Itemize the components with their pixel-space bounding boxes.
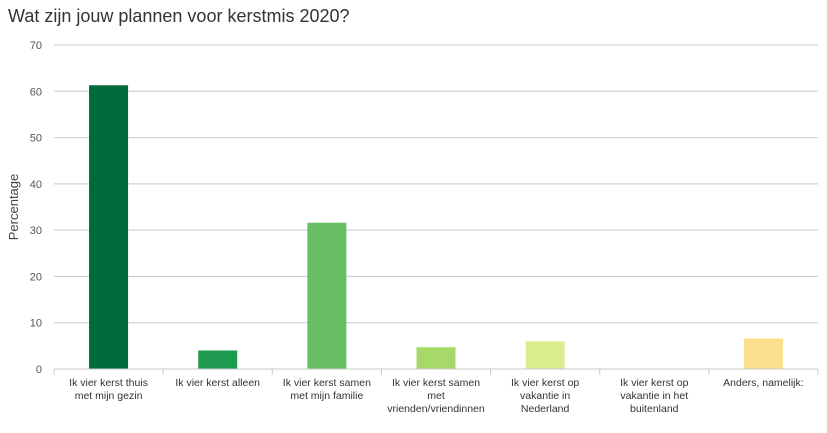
bar [743,338,783,369]
y-tick-label: 70 [30,40,42,52]
x-category-label: Ik vier kerst samen met vrienden/vriendinn… [387,377,485,415]
y-tick-label: 0 [36,364,42,376]
y-tick-label: 10 [30,318,42,330]
chart-title: Wat zijn jouw plannen voor kerstmis 2020… [8,6,350,26]
y-axis-label: Percentage [6,174,21,241]
y-tick-label: 40 [30,179,42,191]
y-tick-label: 60 [30,86,42,98]
x-axis-labels: Ik vier kerst thuis met mijn gezin Ik vier… [53,369,819,415]
x-category-label: Ik vier kerst samen met mijn familie [283,377,371,402]
x-category-label: Ik vier kerst thuis met mijn gezin [69,377,148,402]
y-tick-label: 50 [30,133,42,145]
x-category-label: Ik vier kerst op vakantie in het buitenlan… [620,377,688,415]
bars [89,85,783,370]
bar [89,85,129,370]
gridlines [54,44,818,324]
x-category-label: Anders, namelijk: [723,377,804,389]
bar [198,350,238,369]
bar [525,341,565,369]
x-category-label: Ik vier kerst op vakantie in Nederland [511,377,579,415]
y-tick-label: 30 [30,225,42,237]
x-category-label: Ik vier kerst alleen [175,377,260,389]
y-tick-label: 20 [30,271,42,283]
bar [307,222,347,369]
bar [416,347,456,369]
y-axis-ticks: 0 10 20 30 40 50 60 70 [30,40,42,376]
